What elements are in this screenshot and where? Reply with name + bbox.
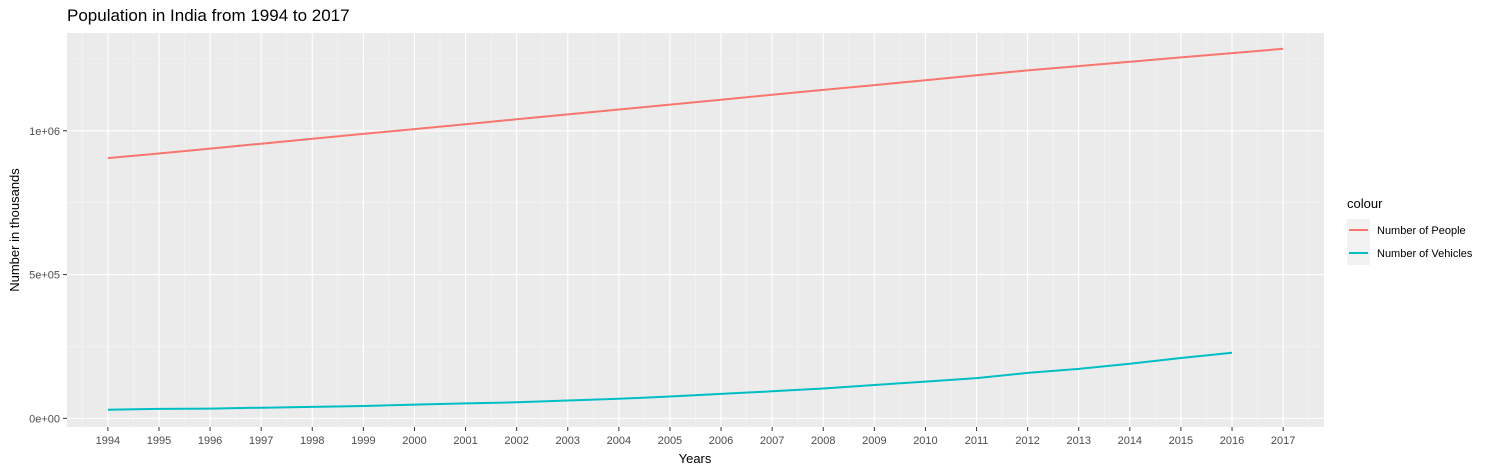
x-tick-label: 1996 bbox=[198, 435, 222, 447]
series-lines bbox=[107, 47, 1284, 411]
x-tick-label: 2008 bbox=[811, 435, 835, 447]
x-tick-label: 2012 bbox=[1015, 435, 1039, 447]
x-tick-label: 2003 bbox=[556, 435, 580, 447]
x-tick-label: 2014 bbox=[1118, 435, 1142, 447]
x-tick-label: 1998 bbox=[300, 435, 324, 447]
x-tick-label: 2009 bbox=[862, 435, 886, 447]
x-tick-label: 1997 bbox=[249, 435, 273, 447]
legend-label-people: Number of People bbox=[1377, 224, 1466, 237]
y-tick-label: 1e+06 bbox=[29, 126, 60, 138]
major-gridlines bbox=[67, 33, 1324, 427]
legend-title: colour bbox=[1347, 196, 1383, 211]
x-axis-title: Years bbox=[679, 451, 712, 466]
x-tick-label: 1999 bbox=[351, 435, 375, 447]
y-axis: 0e+00 5e+05 1e+06 bbox=[29, 126, 67, 425]
x-tick-label: 2016 bbox=[1220, 435, 1244, 447]
x-tick-label: 2001 bbox=[453, 435, 477, 447]
x-tick-label: 2005 bbox=[658, 435, 682, 447]
legend-item-people: Number of People bbox=[1347, 219, 1472, 242]
legend-key-people bbox=[1347, 219, 1370, 242]
legend: colour Number of People Number of Vehicl… bbox=[1347, 196, 1472, 265]
y-tick-label: 5e+05 bbox=[29, 270, 60, 282]
series-line-vehicles bbox=[107, 351, 1233, 411]
x-tick-label: 2011 bbox=[965, 435, 989, 447]
x-tick-label: 2007 bbox=[760, 435, 784, 447]
x-tick-label: 2017 bbox=[1271, 435, 1295, 447]
x-tick-label: 2002 bbox=[504, 435, 528, 447]
x-axis: 1994 1995 1996 1997 1998 1999 2000 2001 2002 2003… bbox=[96, 427, 1295, 447]
x-tick-label: 1995 bbox=[147, 435, 171, 447]
series-line-people bbox=[107, 47, 1284, 160]
legend-item-vehicles: Number of Vehicles bbox=[1347, 242, 1472, 265]
y-axis-title: Number in thousands bbox=[7, 168, 22, 292]
x-tick-label: 1994 bbox=[96, 435, 120, 447]
x-tick-label: 2000 bbox=[402, 435, 426, 447]
x-tick-label: 2004 bbox=[607, 435, 631, 447]
legend-key-vehicles bbox=[1347, 242, 1370, 265]
y-tick-label: 0e+00 bbox=[29, 413, 60, 425]
legend-label-vehicles: Number of Vehicles bbox=[1377, 247, 1473, 260]
chart-title: Population in India from 1994 to 2017 bbox=[67, 6, 350, 25]
x-tick-label: 2013 bbox=[1066, 435, 1090, 447]
x-tick-label: 2006 bbox=[709, 435, 733, 447]
x-tick-label: 2010 bbox=[913, 435, 937, 447]
minor-gridlines bbox=[67, 33, 1324, 427]
x-tick-label: 2015 bbox=[1169, 435, 1193, 447]
